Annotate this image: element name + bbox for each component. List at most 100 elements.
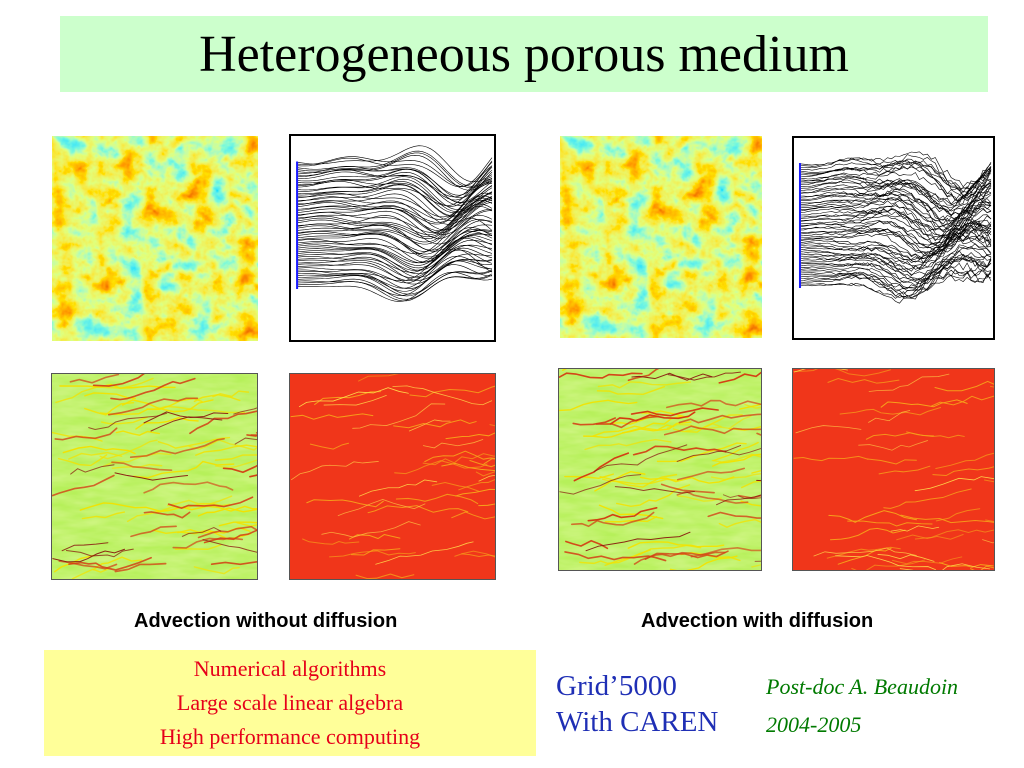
flow-streak — [666, 399, 761, 409]
trajectory-line — [799, 256, 992, 286]
flow-streak — [214, 454, 257, 461]
flow-streak — [571, 511, 655, 528]
trajectory-line — [296, 181, 493, 214]
flow-streak — [54, 427, 118, 441]
flow-streak — [587, 506, 658, 522]
flow-streak — [672, 414, 743, 433]
trajectory-line — [799, 197, 992, 241]
flow-streak — [291, 461, 379, 481]
flow-streak — [631, 372, 713, 381]
title-banner: Heterogeneous porous medium — [60, 16, 988, 92]
trajectory-line — [799, 233, 992, 272]
flow-streak — [422, 453, 495, 466]
trajectory-line — [799, 228, 992, 257]
flow-streak — [573, 452, 630, 482]
flow-streak — [203, 529, 257, 544]
trajectory-line — [799, 220, 992, 256]
trajectory-line — [296, 193, 493, 225]
trajectory-line — [296, 260, 492, 289]
flow-streak — [57, 454, 108, 467]
flow-streak — [84, 401, 135, 416]
topic-item: Large scale linear algebra — [176, 690, 404, 715]
permeability-field-image-right — [560, 136, 762, 338]
flow-streak — [640, 476, 735, 484]
trajectory-line — [296, 197, 493, 238]
trajectory-line — [296, 156, 493, 187]
trajectory-line — [799, 266, 992, 299]
flow-streak — [309, 442, 350, 450]
concentration-red-image-left — [289, 373, 496, 580]
trajectory-line — [296, 260, 492, 292]
flow-streak — [559, 372, 643, 379]
trajectories-no-diffusion-plot — [289, 134, 496, 342]
flow-streak — [150, 416, 223, 432]
flow-streak — [896, 534, 964, 541]
trajectory-line — [799, 188, 992, 224]
flow-streak — [826, 546, 901, 559]
flow-streak — [337, 499, 426, 517]
permeability-field-image-left — [52, 136, 258, 341]
flow-streak — [469, 459, 495, 468]
trajectory-line — [296, 237, 493, 273]
flow-streak — [644, 550, 729, 560]
flow-streak — [306, 499, 384, 508]
flow-streak — [355, 573, 415, 579]
trajectory-line — [296, 154, 493, 191]
flow-streak — [475, 471, 495, 477]
flow-streak — [680, 551, 741, 562]
flow-streak — [795, 425, 862, 434]
topics-box: Numerical algorithms Large scale linear … — [44, 650, 536, 756]
trajectory-line — [296, 169, 493, 207]
trajectory-line — [799, 224, 992, 264]
flow-streak — [880, 399, 968, 408]
flow-streak — [614, 486, 695, 494]
trajectory-line — [799, 163, 992, 207]
flow-streak — [847, 520, 933, 527]
flow-streak — [585, 531, 691, 552]
flow-streak — [222, 464, 257, 474]
flow-streak — [314, 391, 382, 406]
flow-streak — [107, 397, 199, 416]
flow-streak — [92, 556, 142, 571]
trajectory-line — [799, 160, 992, 197]
flow-streak — [739, 403, 761, 410]
trajectory-line — [799, 247, 992, 280]
flow-streak — [899, 563, 990, 570]
flow-streak — [667, 371, 742, 381]
trajectory-line — [296, 230, 493, 266]
flow-streak — [722, 494, 761, 500]
flow-streak — [133, 460, 235, 479]
flow-streak — [321, 521, 421, 538]
flow-streak — [152, 505, 257, 513]
trajectory-line — [296, 255, 493, 289]
trajectory-line — [799, 254, 992, 290]
concentration-yellow-image-right — [558, 368, 762, 571]
concentration-red-image-right — [792, 368, 995, 571]
flow-streak — [878, 465, 931, 475]
flow-streak — [835, 555, 936, 570]
flow-streak — [357, 374, 399, 382]
trajectory-line — [799, 227, 992, 267]
flow-streak — [409, 385, 495, 398]
flow-streak — [867, 458, 917, 465]
trajectory-line — [799, 243, 992, 276]
trajectory-line — [799, 254, 992, 289]
flow-streak — [751, 564, 761, 568]
flow-streak — [669, 555, 738, 570]
flow-streak — [115, 430, 161, 436]
trajectory-line — [799, 192, 992, 232]
trajectory-line — [799, 271, 992, 299]
flow-streak — [690, 546, 761, 558]
trajectory-line — [799, 197, 992, 233]
flow-streak — [604, 516, 658, 523]
flow-streak — [302, 538, 360, 545]
flow-streak — [210, 560, 257, 566]
flow-streak — [718, 371, 761, 384]
trajectory-line — [296, 271, 493, 302]
flow-streak — [130, 525, 177, 538]
trajectory-line — [296, 245, 493, 278]
trajectory-line — [297, 209, 492, 239]
topic-item: High performance computing — [159, 724, 421, 749]
flow-streak — [813, 547, 917, 557]
flow-streak — [935, 452, 994, 469]
